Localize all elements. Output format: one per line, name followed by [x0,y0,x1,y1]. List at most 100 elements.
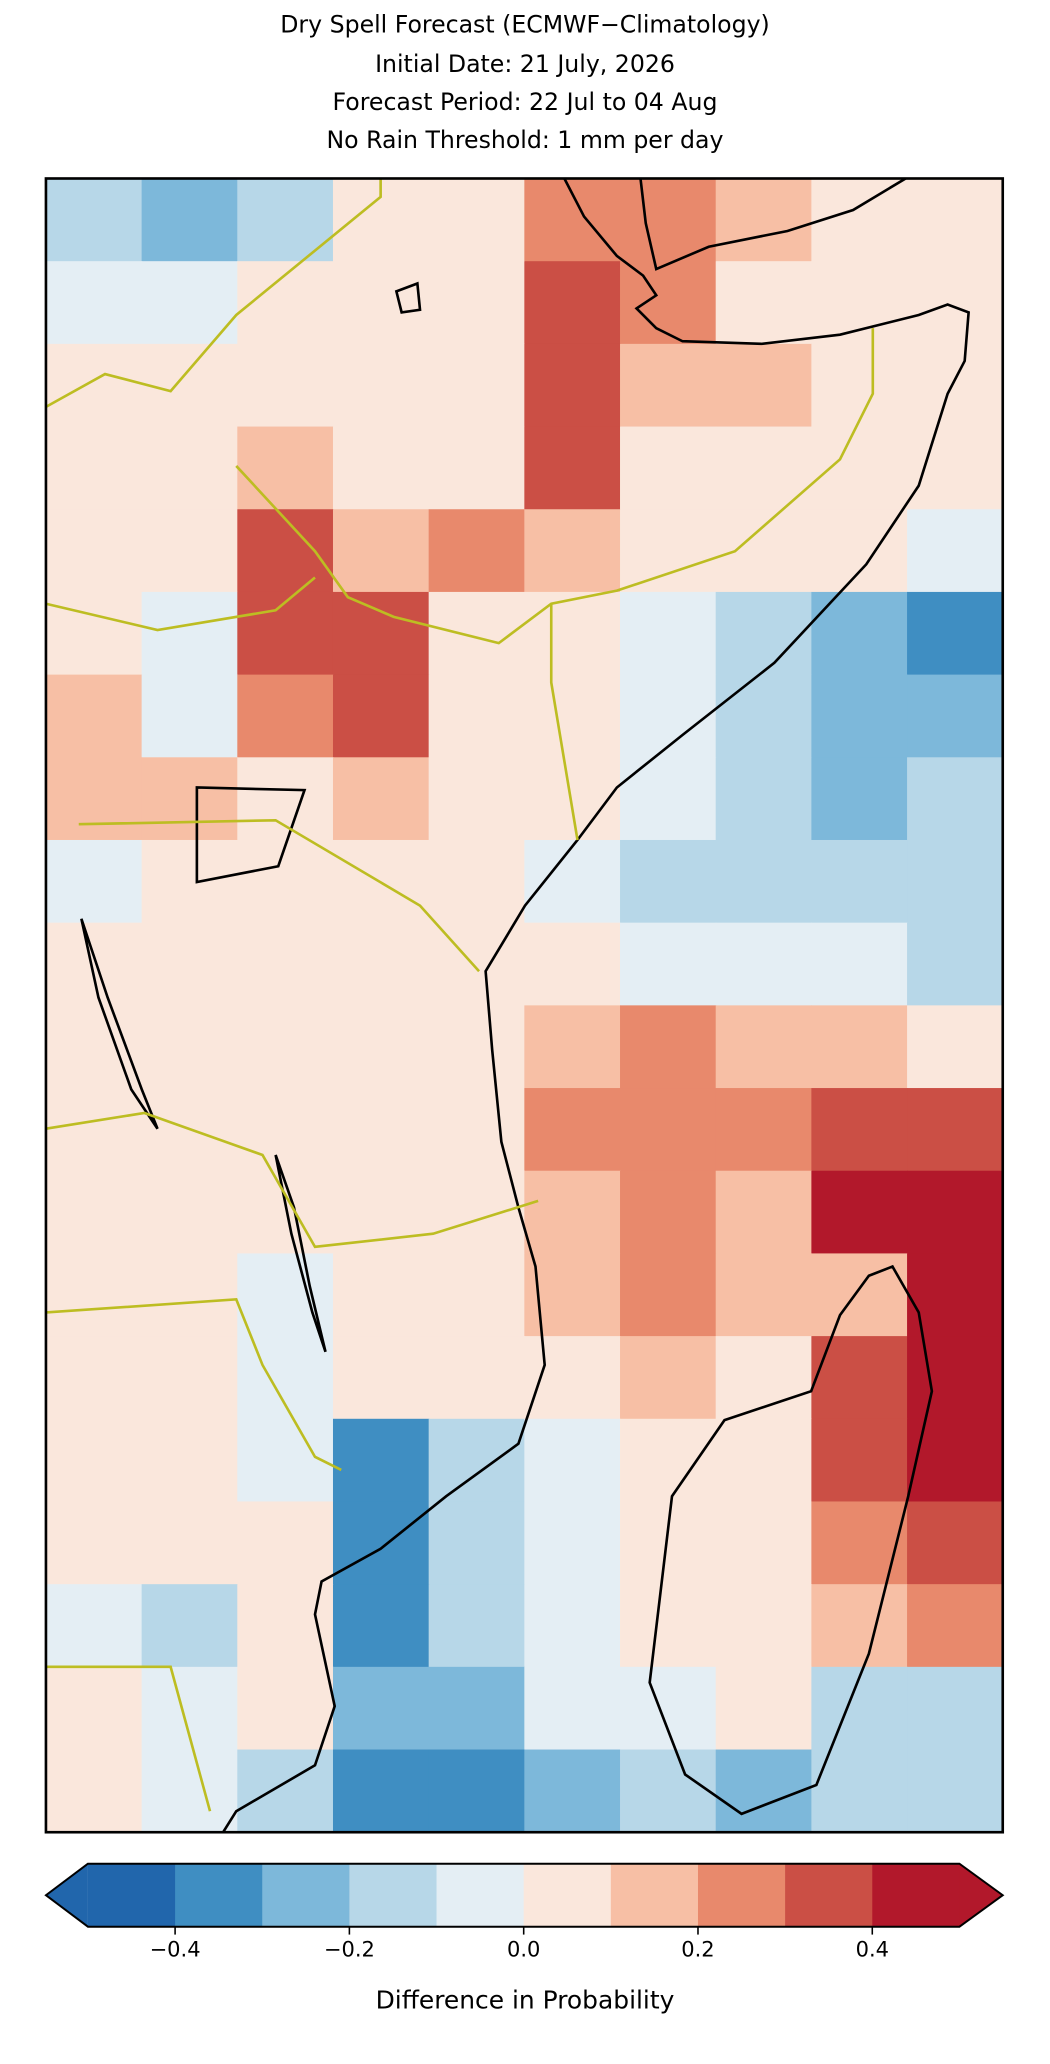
grid-cell [237,1088,334,1172]
grid-cell [907,1749,1004,1833]
grid-cell [428,1005,525,1089]
grid-cell [332,922,430,1007]
grid-cell [428,1418,525,1503]
grid-cell [907,1501,1004,1585]
grid-cell [141,261,238,345]
grid-cell [524,1336,621,1420]
grid-cell [45,178,143,262]
grid-cell [237,757,334,841]
grid-cell [620,1666,717,1751]
grid-cell [332,509,430,593]
grid-cell [524,839,621,924]
grid-cell [237,426,334,510]
grid-cell [811,1336,908,1420]
grid-cell [428,1253,525,1337]
grid-cell [237,839,334,924]
grid-cell [332,674,430,758]
grid-cell [620,1005,717,1089]
grid-cell [524,1666,621,1751]
grid-cell [428,1170,525,1255]
map-frame [44,177,1005,1834]
coastline [648,1264,934,1816]
grid-cell [141,509,238,593]
grid-cell [237,1749,334,1833]
grid-cell [524,1005,621,1089]
colorbar-tick-label: 0.4 [856,1937,889,1961]
grid-cell [141,591,238,676]
grid-cell [428,1088,525,1172]
grid-cell [715,1005,813,1089]
grid-cell [428,178,525,262]
grid-cell [141,922,238,1007]
grid-cell [715,1253,813,1337]
grid-cell [907,1584,1004,1668]
grid-cell [620,426,717,510]
grid-cell [715,261,813,345]
grid-cell [332,343,430,428]
grid-cell [811,509,908,593]
grid-cell [715,426,813,510]
grid-cell [907,1005,1004,1089]
grid-cell [620,674,717,758]
grid-cell [811,1170,908,1255]
grid-cell [141,178,238,262]
grid-cell [620,591,717,676]
grid-cell [524,1418,621,1503]
grid-cell [237,591,334,676]
grid-cell [428,1666,525,1751]
grid-cell [524,1749,621,1833]
colorbar-extend-high [959,1863,1003,1927]
grid-cell [141,757,238,841]
grid-cell [524,1584,621,1668]
grid-cell [524,178,621,262]
grid-cell [620,178,717,262]
grid-cell [907,674,1004,758]
grid-cell [620,261,717,345]
border [78,818,481,973]
grid-cell [524,261,621,345]
grid-cell [428,1336,525,1420]
grid-cell [332,591,430,676]
grid-cell [811,426,908,510]
coastline [222,177,971,1833]
grid-cell [715,1749,813,1833]
grid-cell [620,343,717,428]
grid-cell [907,591,1004,676]
grid-cell [811,1749,908,1833]
grid-cell [428,591,525,676]
grid-cell [715,1170,813,1255]
border [45,178,382,409]
grid-cell [907,839,1004,924]
grid-cell [45,1584,143,1668]
grid-cell [811,1666,908,1751]
grid-cell [428,674,525,758]
grid-cell [332,1749,430,1833]
colorbar-segment [523,1863,612,1927]
grid-cell [428,343,525,428]
grid-cell [45,426,143,510]
grid-cell [141,674,238,758]
colorbar-label: Difference in Probability [376,1986,675,2015]
grid-cell [45,509,143,593]
grid-cell [524,343,621,428]
grid-cell [237,1666,334,1751]
lake [394,281,422,314]
grid-cell [45,1253,143,1337]
title-line: Initial Date: 21 July, 2026 [375,50,675,78]
grid-cell [524,922,621,1007]
grid-cell [141,426,238,510]
grid-cell [141,343,238,428]
grid-cell [45,591,143,676]
grid-cell [715,343,813,428]
grid-cell [620,757,717,841]
grid-cell [811,261,908,345]
grid-cell [332,1170,430,1255]
grid-cell [620,922,717,1007]
grid-cell [45,1170,143,1255]
grid-cell [237,922,334,1007]
grid-cell [45,922,143,1007]
borders [45,178,875,1812]
grid-cell [811,1005,908,1089]
grid-cell [332,261,430,345]
